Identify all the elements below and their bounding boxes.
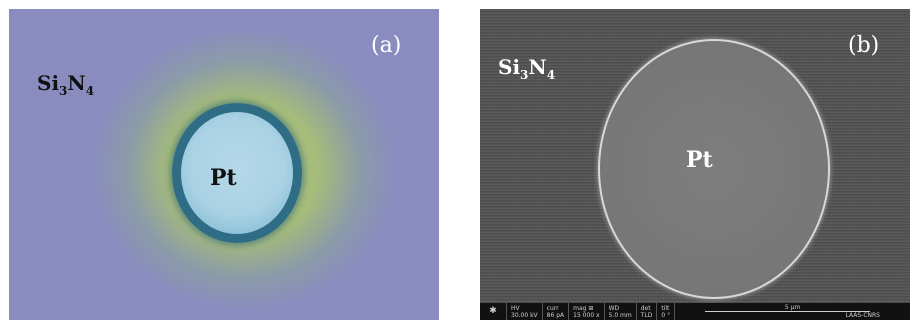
pt-electrode-disc (172, 103, 302, 243)
scale-ruler: 5 µm LAAS-CNRS (675, 303, 910, 320)
optical-micrograph-panel: Si3N4 Pt (a) (9, 9, 439, 320)
pt-label: Pt (210, 165, 237, 191)
substrate-label: Si3N4 (37, 71, 95, 98)
tilt-cell: tilt 0 ° (657, 303, 676, 320)
wd-cell: WD 5.0 mm (605, 303, 637, 320)
pt-electrode-disc-sem (598, 39, 830, 299)
mag-cell: mag ⊞ 15 000 x (569, 303, 605, 320)
det-cell: det TLD (637, 303, 658, 320)
lab-name: LAAS-CNRS (845, 312, 881, 319)
sem-micrograph-panel: Si3N4 Pt (b) ✱ HV 30.00 kV curr 86 pA mag … (480, 9, 910, 320)
pt-label-sem: Pt (686, 147, 713, 173)
curr-cell: curr 86 pA (543, 303, 570, 320)
substrate-label-sem: Si3N4 (498, 55, 556, 82)
hv-cell: HV 30.00 kV (507, 303, 543, 320)
panel-tag-a: (a) (371, 33, 402, 58)
scale-label: 5 µm (784, 304, 801, 311)
fei-logo-icon: ✱ (480, 303, 507, 320)
sem-info-bar: ✱ HV 30.00 kV curr 86 pA mag ⊞ 15 000 x WD 5… (480, 303, 910, 320)
scale-ruler-line (705, 311, 870, 312)
panel-tag-b: (b) (848, 33, 880, 58)
